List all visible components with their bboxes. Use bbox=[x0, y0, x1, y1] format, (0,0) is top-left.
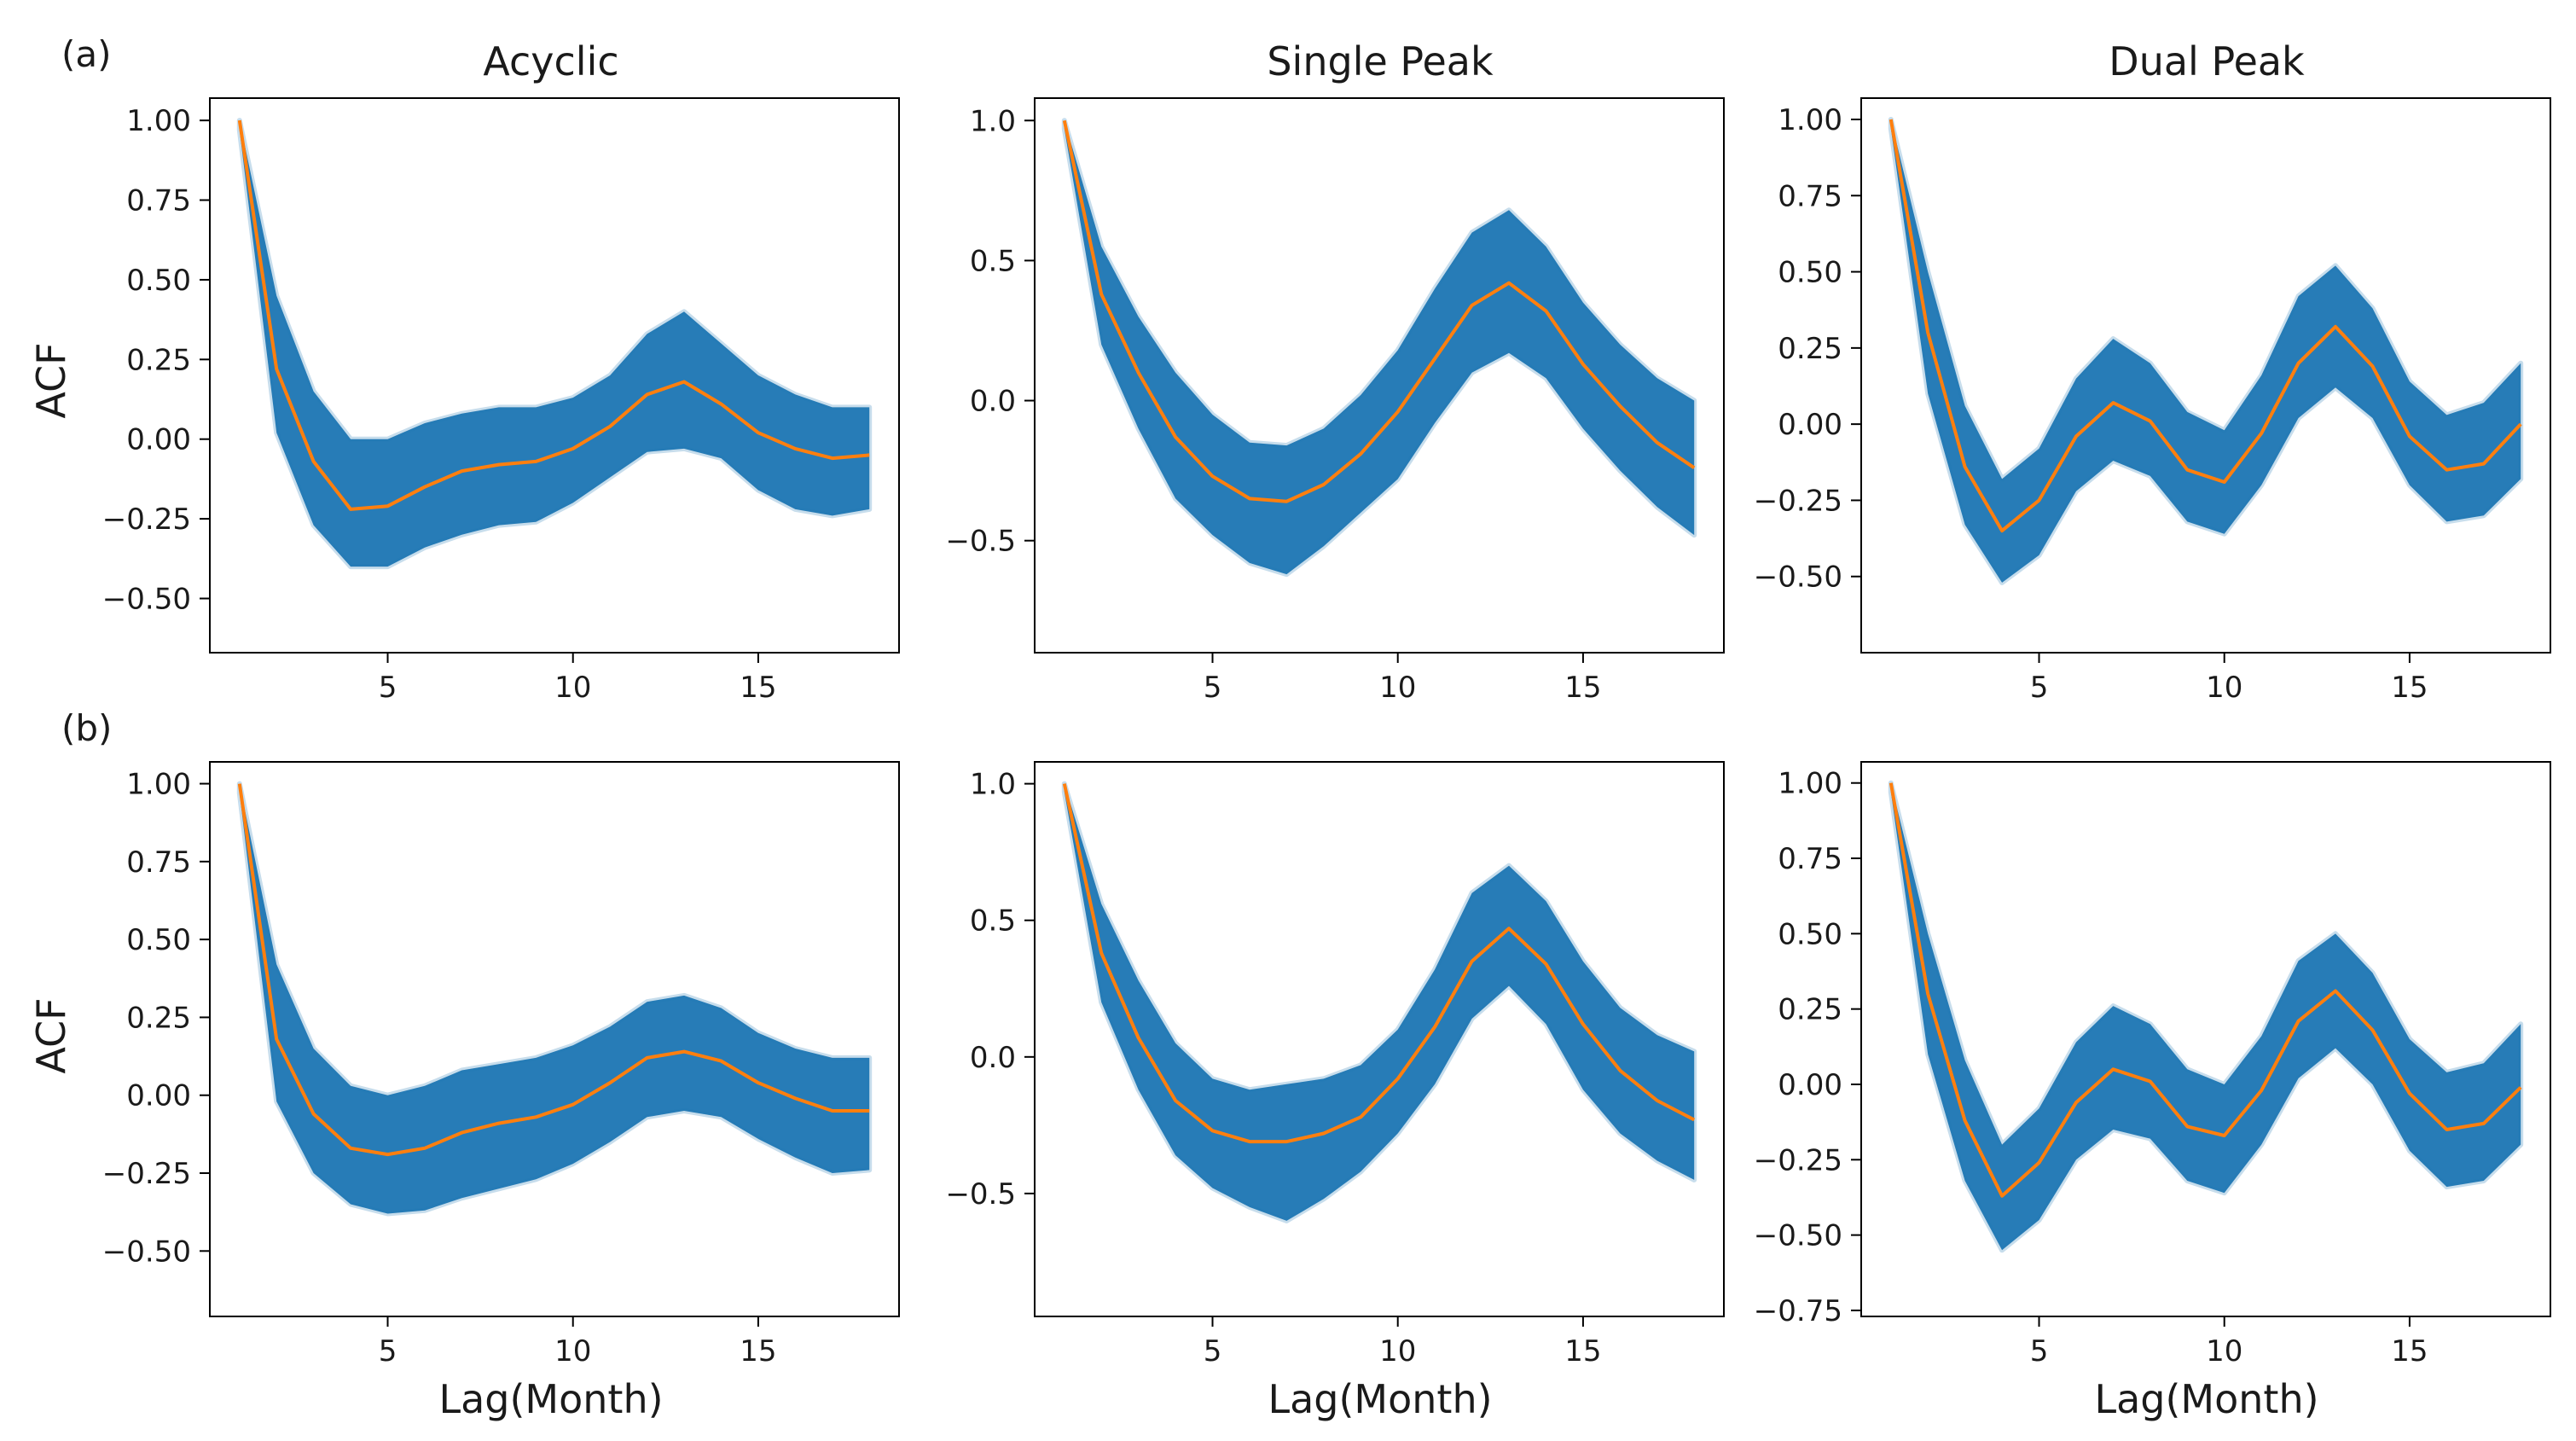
ytick-label-b-dual-7: −0.75 bbox=[1754, 1294, 1842, 1328]
xlabel-dual-peak: Lag(Month) bbox=[2094, 1376, 2318, 1422]
ytick-label-a-single-1: 0.5 bbox=[970, 244, 1016, 278]
ytick-label-a-acyclic-4: 0.00 bbox=[126, 423, 191, 457]
column-title-acyclic: Acyclic bbox=[483, 38, 618, 84]
mean-line-b-single bbox=[1062, 783, 1696, 1144]
panel-b-dual: 5 10 15 1.00 0.75 0.50 0.25 0.00 −0.25 −0.50 −0.75 bbox=[1754, 761, 2551, 1368]
ytick-label-b-dual-5: −0.25 bbox=[1754, 1143, 1842, 1177]
mean-line-b-dual bbox=[1888, 782, 2522, 1198]
ytick-label-b-dual-2: 0.50 bbox=[1778, 917, 1842, 951]
xtick-label-a-acyclic-10: 10 bbox=[554, 671, 591, 705]
ylabel-row-a: ACF bbox=[28, 342, 74, 418]
band-b-acyclic bbox=[236, 781, 873, 1217]
band-a-acyclic bbox=[236, 118, 873, 570]
row-label-b: (b) bbox=[61, 707, 112, 749]
panel-a-dual: 5 10 15 1.00 0.75 0.50 0.25 0.00 −0.25 −0.50 bbox=[1754, 97, 2551, 705]
xtick-label-a-dual-10: 10 bbox=[2206, 671, 2242, 705]
axes-frame-b-dual bbox=[1860, 761, 2551, 1317]
xtick-label-a-dual-5: 5 bbox=[2030, 671, 2049, 705]
band-b-single bbox=[1061, 781, 1697, 1223]
ytick-label-b-single-3: −0.5 bbox=[945, 1177, 1016, 1211]
ytick-label-b-single-0: 1.0 bbox=[970, 768, 1016, 802]
xtick-label-b-acyclic-10: 10 bbox=[554, 1334, 591, 1368]
ylabel-row-b: ACF bbox=[28, 997, 74, 1073]
ytick-label-a-acyclic-2: 0.50 bbox=[126, 264, 191, 298]
xtick-label-b-dual-5: 5 bbox=[2030, 1334, 2049, 1368]
ytick-label-b-acyclic-5: −0.25 bbox=[102, 1157, 191, 1191]
ytick-label-a-acyclic-0: 1.00 bbox=[126, 104, 191, 138]
xtick-label-a-dual-15: 15 bbox=[2391, 671, 2428, 705]
xtick-label-a-acyclic-5: 5 bbox=[379, 671, 397, 705]
xtick-label-b-single-15: 15 bbox=[1564, 1334, 1601, 1368]
row-label-a: (a) bbox=[61, 33, 112, 75]
band-a-single bbox=[1061, 118, 1697, 578]
axes-frame-b-single bbox=[1034, 761, 1725, 1317]
ytick-label-b-single-1: 0.5 bbox=[970, 904, 1016, 938]
ytick-label-a-dual-0: 1.00 bbox=[1778, 103, 1842, 137]
panel-b-single: 5 10 15 1.0 0.5 0.0 −0.5 bbox=[945, 761, 1725, 1368]
xtick-label-b-dual-15: 15 bbox=[2391, 1334, 2428, 1368]
column-title-dual-peak: Dual Peak bbox=[2109, 38, 2305, 84]
axes-frame-a-dual bbox=[1860, 97, 2551, 654]
ytick-label-a-single-0: 1.0 bbox=[970, 104, 1016, 138]
mean-line-b-acyclic bbox=[237, 783, 870, 1157]
ytick-label-a-dual-6: −0.50 bbox=[1754, 561, 1842, 595]
mean-line-a-dual bbox=[1888, 119, 2522, 533]
band-b-dual bbox=[1888, 780, 2524, 1253]
ytick-label-a-dual-2: 0.50 bbox=[1778, 256, 1842, 290]
ytick-label-b-acyclic-3: 0.25 bbox=[126, 1001, 191, 1035]
mean-line-a-single bbox=[1062, 119, 1696, 503]
panel-a-acyclic: 5 10 15 1.00 0.75 0.50 0.25 0.00 −0.25 −0.50 bbox=[102, 97, 900, 705]
ytick-label-a-acyclic-3: 0.25 bbox=[126, 343, 191, 377]
ytick-label-a-dual-4: 0.00 bbox=[1778, 408, 1842, 442]
ytick-label-a-dual-3: 0.25 bbox=[1778, 332, 1842, 366]
xlabel-single-peak: Lag(Month) bbox=[1268, 1376, 1492, 1422]
ytick-label-a-dual-1: 0.75 bbox=[1778, 179, 1842, 213]
ytick-label-a-acyclic-6: −0.50 bbox=[102, 582, 191, 616]
chart-panels: 5 10 15 1.00 0.75 0.50 0.25 0.00 −0.25 −0.50 5 10 15… bbox=[102, 97, 2551, 1368]
ytick-label-b-dual-3: 0.25 bbox=[1778, 993, 1842, 1027]
xtick-label-a-single-15: 15 bbox=[1564, 671, 1601, 705]
xtick-label-b-acyclic-15: 15 bbox=[740, 1334, 776, 1368]
ytick-label-b-dual-1: 0.75 bbox=[1778, 842, 1842, 876]
ytick-label-a-acyclic-1: 0.75 bbox=[126, 184, 191, 218]
axes-frame-b-acyclic bbox=[209, 761, 900, 1317]
ytick-label-b-single-2: 0.0 bbox=[970, 1041, 1016, 1075]
ytick-label-b-dual-6: −0.50 bbox=[1754, 1219, 1842, 1253]
xtick-label-a-acyclic-15: 15 bbox=[740, 671, 776, 705]
axes-frame-a-single bbox=[1034, 97, 1725, 654]
ytick-label-a-single-2: 0.0 bbox=[970, 385, 1016, 419]
ytick-label-b-acyclic-6: −0.50 bbox=[102, 1235, 191, 1269]
ytick-label-b-acyclic-4: 0.00 bbox=[126, 1079, 191, 1113]
xtick-label-a-single-5: 5 bbox=[1204, 671, 1222, 705]
band-a-dual bbox=[1888, 117, 2524, 585]
ytick-label-b-dual-0: 1.00 bbox=[1778, 767, 1842, 801]
column-title-single-peak: Single Peak bbox=[1267, 38, 1494, 84]
xlabel-acyclic: Lag(Month) bbox=[438, 1376, 663, 1422]
ytick-label-a-single-3: −0.5 bbox=[945, 525, 1016, 559]
ytick-label-b-acyclic-1: 0.75 bbox=[126, 845, 191, 880]
xtick-label-b-acyclic-5: 5 bbox=[379, 1334, 397, 1368]
ytick-label-b-acyclic-0: 1.00 bbox=[126, 768, 191, 802]
xtick-label-b-single-10: 10 bbox=[1379, 1334, 1416, 1368]
xtick-label-a-single-10: 10 bbox=[1379, 671, 1416, 705]
xtick-label-b-single-5: 5 bbox=[1204, 1334, 1222, 1368]
panel-a-single: 5 10 15 1.0 0.5 0.0 −0.5 bbox=[945, 97, 1725, 705]
ytick-label-b-dual-4: 0.00 bbox=[1778, 1068, 1842, 1102]
panel-b-acyclic: 5 10 15 1.00 0.75 0.50 0.25 0.00 −0.25 −0.50 bbox=[102, 761, 900, 1368]
ytick-label-a-acyclic-5: −0.25 bbox=[102, 503, 191, 537]
ytick-label-b-acyclic-2: 0.50 bbox=[126, 923, 191, 957]
ytick-label-a-dual-5: −0.25 bbox=[1754, 484, 1842, 518]
mean-line-a-acyclic bbox=[237, 119, 870, 511]
xtick-label-b-dual-10: 10 bbox=[2206, 1334, 2242, 1368]
axes-frame-a-acyclic bbox=[209, 97, 900, 654]
